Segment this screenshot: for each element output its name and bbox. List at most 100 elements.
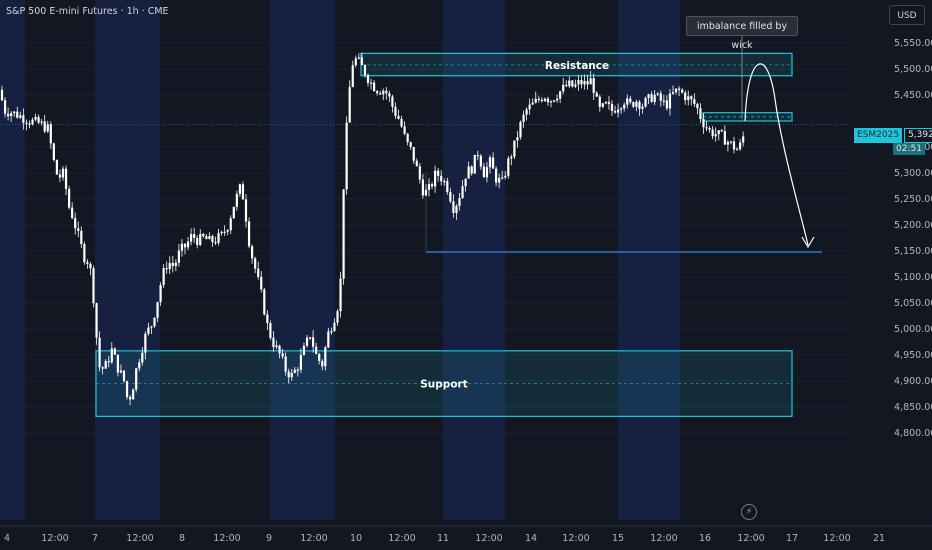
candle-body (488, 157, 492, 168)
time-tick-label: 10 (350, 533, 362, 544)
candle-body (415, 160, 418, 167)
callout-label: imbalance filled by wick (686, 16, 798, 51)
candle-body (546, 98, 550, 103)
candle-body (626, 98, 629, 105)
session-band (618, 0, 680, 520)
candle-body (80, 230, 83, 245)
candle-body (397, 115, 400, 119)
candle-body (711, 129, 714, 137)
candle-body (379, 93, 382, 95)
candle-body (43, 121, 46, 132)
candle-body (132, 389, 135, 400)
candle-body (251, 246, 254, 259)
candle-body (617, 109, 620, 113)
candle-body (434, 170, 437, 187)
candle-body (556, 98, 559, 101)
candle-body (525, 109, 528, 115)
candle-body (208, 236, 211, 240)
candle-body (446, 181, 449, 193)
candle-body (430, 184, 434, 187)
candle-body (510, 156, 513, 159)
candle-body (339, 278, 342, 312)
candle-body (180, 243, 184, 251)
candle-body (629, 98, 632, 103)
candle-body (369, 82, 373, 84)
lightning-icon[interactable]: ⚡ (741, 504, 757, 520)
candle-body (742, 136, 745, 143)
candle-body (275, 345, 278, 348)
candle-body (559, 91, 562, 99)
candle-body (278, 345, 281, 354)
candle-body (464, 178, 467, 187)
candle-body (324, 347, 327, 367)
candle-body (165, 268, 168, 270)
candle-body (424, 189, 428, 196)
price-tick-label: 5,100.00 (894, 272, 932, 283)
candle-body (574, 84, 577, 87)
candle-body (674, 88, 678, 93)
candle-body (260, 276, 263, 290)
candle-body (421, 179, 424, 196)
time-tick-label: 12:00 (126, 533, 153, 544)
candle-body (223, 231, 226, 233)
candle-body (40, 121, 43, 123)
candle-body (129, 396, 132, 400)
time-axis[interactable]: 4 12:00 7 12:00 8 12:00 9 12:00 10 12:00 11 12:00 14… (0, 525, 932, 544)
candles (0, 52, 745, 406)
candle-body (403, 126, 406, 134)
price-tick-label: 5,200.00 (894, 220, 932, 231)
price-tick-label: 5,150.00 (894, 246, 932, 257)
candle-body (455, 205, 458, 213)
candle-body (202, 234, 205, 237)
currency-button[interactable]: USD (889, 5, 925, 25)
candle-body (305, 337, 309, 346)
candle-body (363, 65, 367, 76)
candle-body (409, 142, 412, 148)
candle-body (482, 166, 485, 178)
session-band (0, 0, 25, 520)
candle-body (98, 337, 101, 368)
candle-body (632, 102, 635, 107)
candle-body (266, 314, 269, 324)
candle-body (531, 102, 534, 105)
candle-body (7, 113, 10, 117)
candle-body (580, 80, 583, 85)
candle-body (296, 369, 299, 371)
candle-body (77, 228, 80, 231)
candle-body (110, 348, 113, 363)
candle-body (583, 81, 586, 85)
candle-body (577, 80, 580, 85)
candle-body (101, 367, 104, 369)
price-tick-label: 5,250.00 (894, 194, 932, 205)
candle-body (315, 346, 318, 354)
candle-body (247, 221, 251, 247)
time-tick-label: 12:00 (737, 533, 764, 544)
candle-body (37, 116, 40, 123)
candle-body (214, 242, 217, 244)
symbol-title[interactable]: S&P 500 E-mini Futures · 1h · CME (6, 6, 169, 17)
price-tick-label: 4,950.00 (894, 350, 932, 361)
candle-body (281, 353, 284, 357)
candle-body (461, 186, 464, 199)
candle-body (613, 110, 617, 113)
candle-body (25, 122, 28, 124)
candle-body (217, 233, 220, 243)
candle-body (476, 154, 479, 157)
candle-body (656, 93, 659, 95)
time-tick-label: 8 (179, 533, 185, 544)
zone-label-support: Support (420, 379, 467, 391)
candle-body (269, 323, 272, 338)
arrow-head (801, 236, 815, 249)
candle-body (513, 140, 516, 157)
candle-body (147, 327, 150, 334)
candle-body (125, 381, 129, 397)
candle-body (89, 263, 92, 269)
candle-body (107, 361, 110, 363)
price-tick-label: 5,500.00 (894, 64, 932, 75)
candle-body (46, 124, 49, 132)
price-tick-label: 5,550.00 (894, 38, 932, 49)
candle-body (485, 167, 489, 178)
candle-body (263, 289, 266, 315)
candle-body (705, 127, 708, 129)
